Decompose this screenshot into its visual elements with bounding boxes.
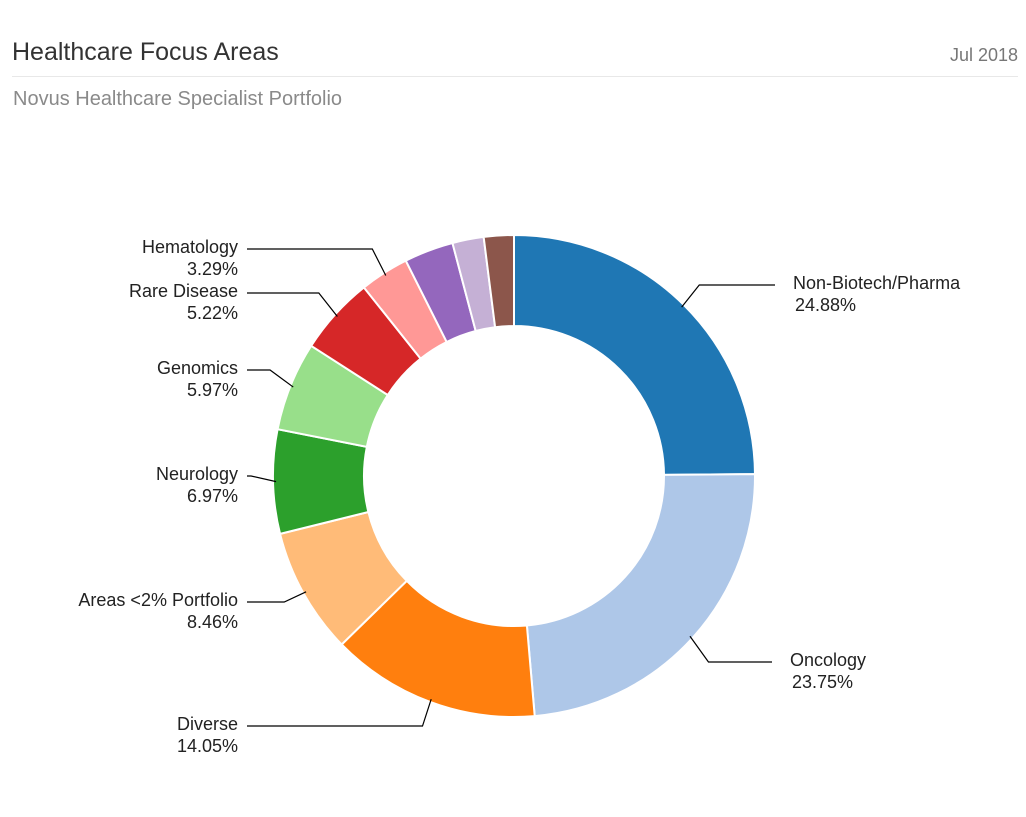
slice-value-rare-disease: 5.22% [187,303,238,323]
callout-line-rare-disease [247,292,338,317]
callout-line-hematology [247,248,387,276]
slice-value-hematology: 3.29% [187,259,238,279]
slice-value-non-biotech-pharma: 24.88% [795,295,856,315]
chart-subtitle: Novus Healthcare Specialist Portfolio [13,88,343,110]
report-date: Jul 2018 [949,45,1018,65]
slice-value-diverse: 14.05% [177,736,238,756]
slice-label-diverse: Diverse [177,714,238,734]
callout-line-genomics [247,369,294,388]
slice-unlabeled-10[interactable] [482,233,515,329]
slice-label-hematology: Hematology [142,237,238,257]
slice-label-non-biotech-pharma: Non-Biotech/Pharma [793,273,961,293]
slice-label-oncology: Oncology [790,650,866,670]
slice-label-areas-2-portfolio: Areas <2% Portfolio [78,590,238,610]
chart-title: Healthcare Focus Areas [12,38,279,66]
slice-oncology[interactable] [525,473,756,718]
callout-line-diverse [247,698,432,727]
callout-line-areas-2-portfolio [247,591,307,603]
slice-value-genomics: 5.97% [187,380,238,400]
callout-line-neurology [247,475,277,483]
slice-label-neurology: Neurology [156,464,238,484]
chart-header: Healthcare Focus Areas Jul 2018 [12,38,1018,77]
callout-line-oncology [689,635,772,663]
slice-label-rare-disease: Rare Disease [129,281,238,301]
callout-line-non-biotech-pharma [681,284,775,308]
slice-value-areas-2-portfolio: 8.46% [187,612,238,632]
slice-value-neurology: 6.97% [187,486,238,506]
donut-slices [272,233,757,718]
slice-value-oncology: 23.75% [792,672,853,692]
slice-non-biotech-pharma[interactable] [513,233,757,476]
slice-label-genomics: Genomics [157,358,238,378]
